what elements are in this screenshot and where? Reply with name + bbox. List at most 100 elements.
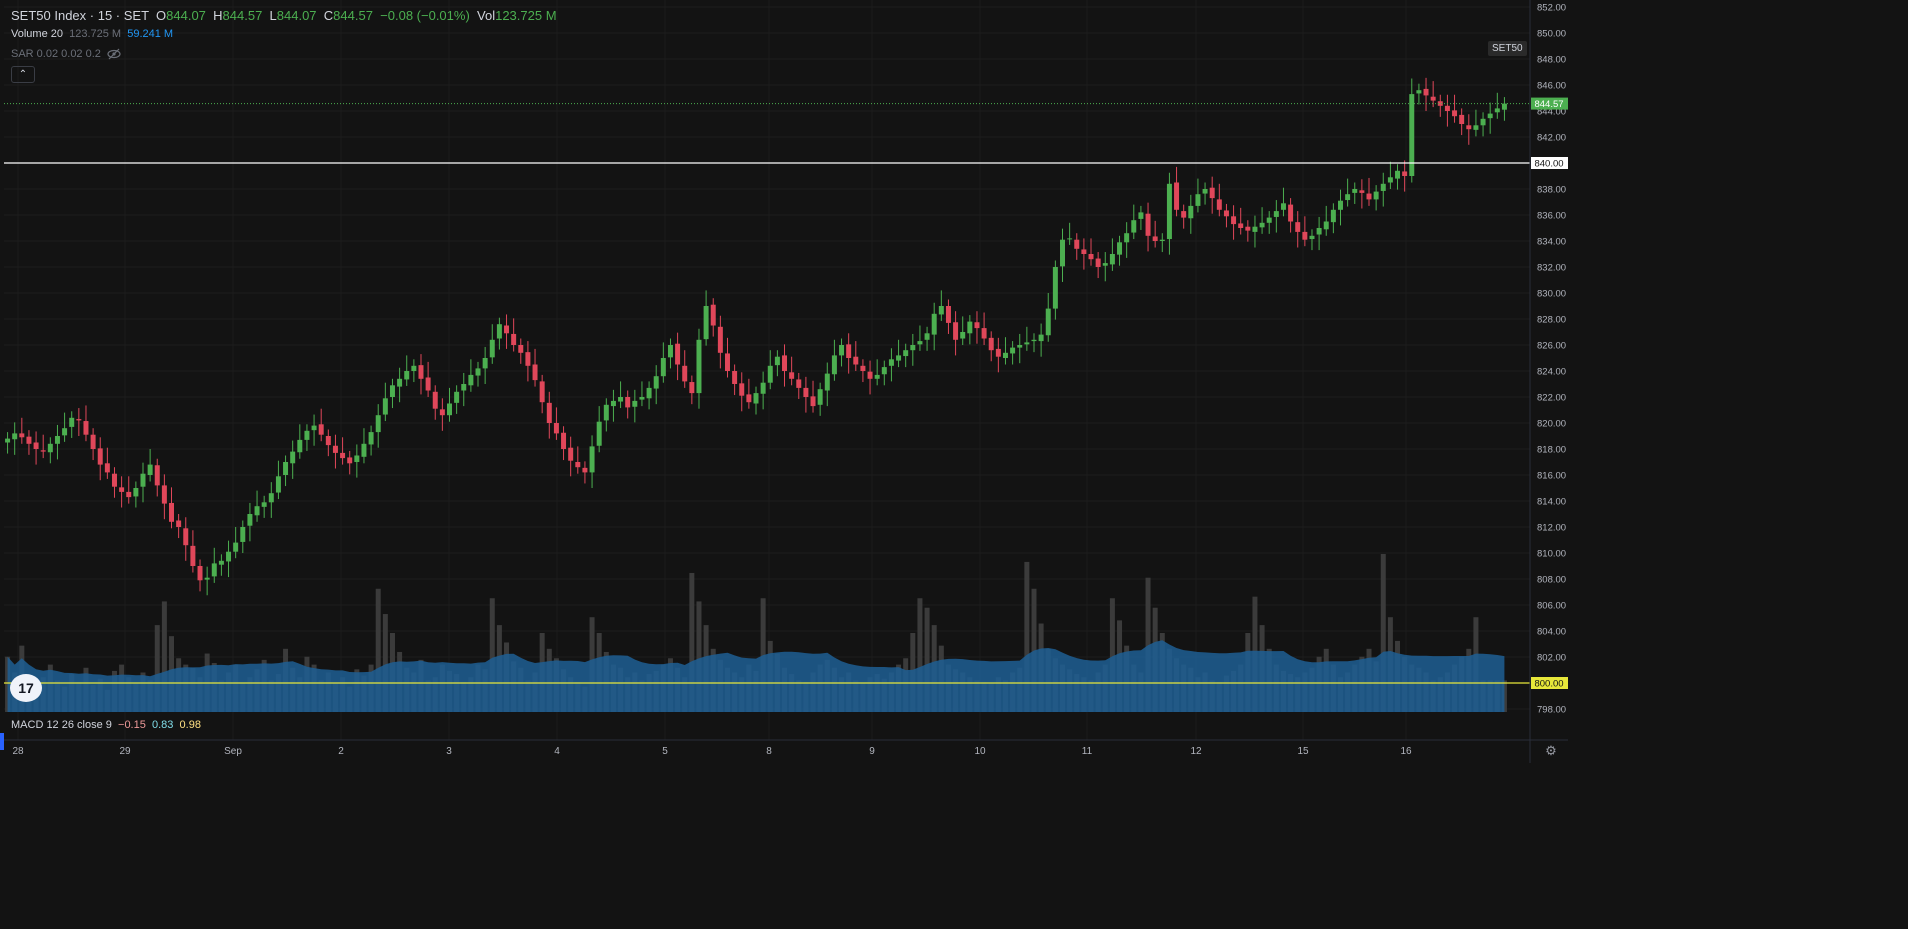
x-tick-label: 5	[662, 746, 668, 757]
candle-body	[1010, 347, 1016, 354]
candle-body	[696, 339, 702, 394]
y-tick-label: 850.00	[1537, 29, 1566, 40]
macd-legend-v2: 0.83	[151, 719, 174, 731]
y-tick-label: 844.00	[1537, 107, 1566, 118]
symbol-title[interactable]: SET50 Index · 15 · SET	[11, 8, 149, 23]
settings-gear-icon[interactable]: ⚙	[1545, 743, 1557, 758]
candle-body	[1245, 226, 1251, 231]
candle-body	[1380, 183, 1386, 191]
candle-body	[104, 463, 110, 473]
candle-body	[261, 502, 267, 507]
eye-slash-icon[interactable]	[107, 48, 121, 60]
close-value: 844.57	[333, 8, 373, 23]
y-tick-label: 852.00	[1537, 3, 1566, 14]
macd-legend-v3: 0.98	[179, 719, 201, 731]
sar-legend[interactable]: SAR 0.02 0.02 0.2	[11, 48, 121, 60]
y-tick-label: 848.00	[1537, 55, 1566, 66]
y-tick-label: 808.00	[1537, 575, 1566, 586]
volume-bar	[489, 598, 495, 712]
candle-body	[1423, 88, 1429, 96]
candle-body	[1117, 242, 1123, 255]
candle-body	[404, 371, 410, 380]
candle-body	[646, 387, 652, 399]
candle-body	[903, 350, 909, 357]
volume-bar	[1109, 598, 1115, 712]
candle-body	[881, 367, 887, 375]
candle-body	[147, 464, 153, 475]
candle-body	[126, 491, 132, 498]
volume-legend[interactable]: Volume 20 123.725 M 59.241 M	[11, 28, 173, 40]
candle-body	[69, 417, 75, 427]
candle-body	[382, 398, 388, 415]
collapse-legend-button[interactable]: ⌃	[11, 66, 35, 83]
volume-bar	[1024, 561, 1030, 712]
y-tick-label: 836.00	[1537, 211, 1566, 222]
hline-price-tag	[1531, 677, 1568, 689]
candle-body	[568, 447, 574, 461]
candle-body	[703, 306, 709, 340]
price-chart[interactable]: 852.00850.00848.00846.00844.00842.00840.…	[0, 0, 1568, 763]
candle-body	[475, 368, 481, 376]
candle-body	[995, 348, 1001, 357]
high-label: H	[213, 8, 223, 23]
candle-body	[511, 333, 517, 345]
candle-body	[625, 397, 631, 408]
y-tick-label: 818.00	[1537, 445, 1566, 456]
candle-body	[1166, 183, 1172, 240]
symbol-legend[interactable]: SET50 Index · 15 · SET O844.07 H844.57 L…	[11, 8, 557, 23]
candle-body	[981, 328, 987, 339]
candle-body	[1395, 170, 1401, 179]
candle-body	[40, 450, 46, 452]
candle-body	[154, 465, 160, 486]
candle-body	[283, 462, 289, 475]
candle-body	[1480, 118, 1486, 126]
candle-body	[332, 445, 338, 453]
candle-body	[62, 428, 68, 436]
tradingview-logo-icon[interactable]: 17	[10, 674, 42, 702]
x-axis-labels[interactable]: 28 29 Sep 2 3 4 5 8 9 10 11 12 15 16	[12, 746, 1412, 757]
candle-body	[1494, 108, 1500, 113]
y-tick-label: 804.00	[1537, 627, 1566, 638]
candle-body	[1209, 187, 1215, 199]
candle-body	[354, 455, 360, 462]
candle-body	[368, 432, 374, 445]
x-tick-label: 10	[974, 746, 986, 757]
candle-body	[1138, 212, 1144, 219]
macd-legend[interactable]: MACD 12 26 close 9 −0.15 0.83 0.98	[11, 719, 201, 731]
x-tick-label: 3	[446, 746, 452, 757]
candle-body	[1309, 235, 1315, 240]
candle-body	[782, 355, 788, 371]
candle-body	[1081, 249, 1087, 254]
price-axis-bg[interactable]	[1530, 0, 1568, 740]
candle-body	[254, 506, 260, 516]
candle-body	[1074, 239, 1080, 249]
candle-body	[1352, 189, 1358, 193]
candle-body	[1330, 209, 1336, 223]
candle-body	[1452, 110, 1458, 117]
last-price-label: 844.57	[1534, 99, 1563, 110]
candle-body	[660, 358, 666, 377]
candle-body	[603, 404, 609, 421]
candle-body	[1302, 231, 1308, 240]
candle-body	[439, 409, 445, 416]
candle-body	[169, 502, 175, 522]
volume-bar	[382, 614, 388, 712]
candle-body	[1337, 200, 1343, 210]
candle-body	[1145, 213, 1151, 236]
y-tick-label: 798.00	[1537, 705, 1566, 716]
candle-body	[1060, 239, 1065, 267]
x-tick-label: 8	[766, 746, 772, 757]
candle-body	[12, 433, 18, 440]
candle-body	[888, 359, 894, 366]
candle-body	[318, 424, 324, 435]
low-label: L	[269, 8, 277, 23]
candle-body	[1067, 238, 1073, 240]
candle-body	[988, 337, 994, 351]
candle-body	[176, 520, 182, 527]
candle-body	[1124, 233, 1130, 243]
chevron-up-icon: ⌃	[18, 69, 28, 80]
candle-body	[867, 371, 873, 379]
x-tick-label: 15	[1297, 746, 1309, 757]
candle-body	[1473, 125, 1479, 130]
candle-body	[297, 439, 303, 453]
